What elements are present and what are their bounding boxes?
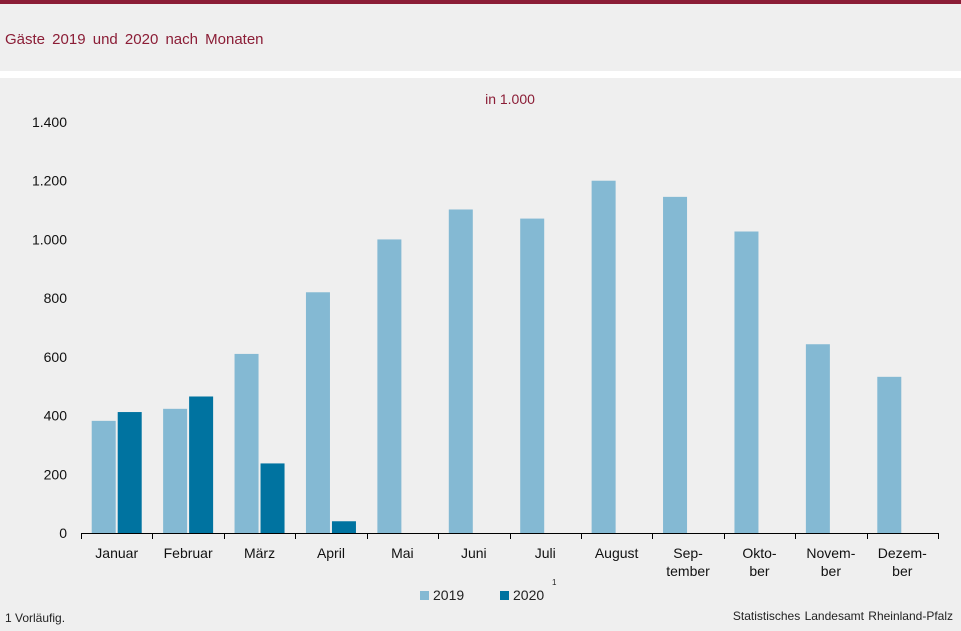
bar-2019 xyxy=(163,408,188,533)
category-label: ber xyxy=(892,563,913,579)
category-label: ber xyxy=(749,563,770,579)
header: Gäste 2019 und 2020 nach Monaten xyxy=(0,4,961,71)
category-label: Januar xyxy=(95,545,138,561)
bar-2019 xyxy=(377,239,402,533)
y-tick-label: 1.400 xyxy=(32,114,67,130)
bar-2019 xyxy=(734,231,759,533)
legend-label: 2020 xyxy=(513,587,544,603)
bar-2020 xyxy=(260,463,285,533)
category-label: Sep- xyxy=(673,545,703,561)
bar-2019 xyxy=(877,376,902,533)
category-label: März xyxy=(244,545,275,561)
category-label: ber xyxy=(821,563,842,579)
bar-2019 xyxy=(805,344,830,533)
source-credit: Statistisches Landesamt Rheinland-Pfalz xyxy=(732,609,953,623)
bar-2019 xyxy=(448,209,473,533)
y-tick-label: 1.200 xyxy=(32,173,67,189)
category-label: Juli xyxy=(535,545,556,561)
category-label: August xyxy=(595,545,639,561)
y-tick-label: 200 xyxy=(44,466,68,482)
category-label: Okto- xyxy=(742,545,777,561)
legend-swatch xyxy=(500,591,509,600)
bar-2019 xyxy=(663,196,688,533)
footnote: 1 Vorläufig. xyxy=(5,611,66,625)
bar-2020 xyxy=(189,396,214,533)
category-label: Dezem- xyxy=(878,545,927,561)
category-label: Mai xyxy=(391,545,414,561)
bar-2020 xyxy=(117,412,142,533)
y-tick-label: 1.000 xyxy=(32,231,67,247)
category-label: Novem- xyxy=(806,545,855,561)
y-tick-label: 0 xyxy=(59,525,67,541)
header-divider xyxy=(0,71,961,78)
legend-label: 2019 xyxy=(433,587,464,603)
bar-2019 xyxy=(91,420,116,533)
category-label: Februar xyxy=(164,545,213,561)
chart-title: Gäste 2019 und 2020 nach Monaten xyxy=(5,31,264,48)
y-tick-label: 600 xyxy=(44,349,68,365)
y-tick-label: 800 xyxy=(44,290,68,306)
bar-2019 xyxy=(520,218,545,533)
y-tick-label: 400 xyxy=(44,408,68,424)
legend-superscript: 1 xyxy=(552,578,557,587)
unit-label: in 1.000 xyxy=(485,91,535,107)
bar-2019 xyxy=(305,292,330,533)
top-accent-bar xyxy=(0,0,961,4)
bar-2020 xyxy=(331,521,356,533)
bar-2019 xyxy=(591,180,616,533)
legend-swatch xyxy=(420,591,429,600)
category-label: Juni xyxy=(461,545,487,561)
category-label: tember xyxy=(666,563,710,579)
category-label: April xyxy=(317,545,345,561)
bar-2019 xyxy=(234,353,259,533)
